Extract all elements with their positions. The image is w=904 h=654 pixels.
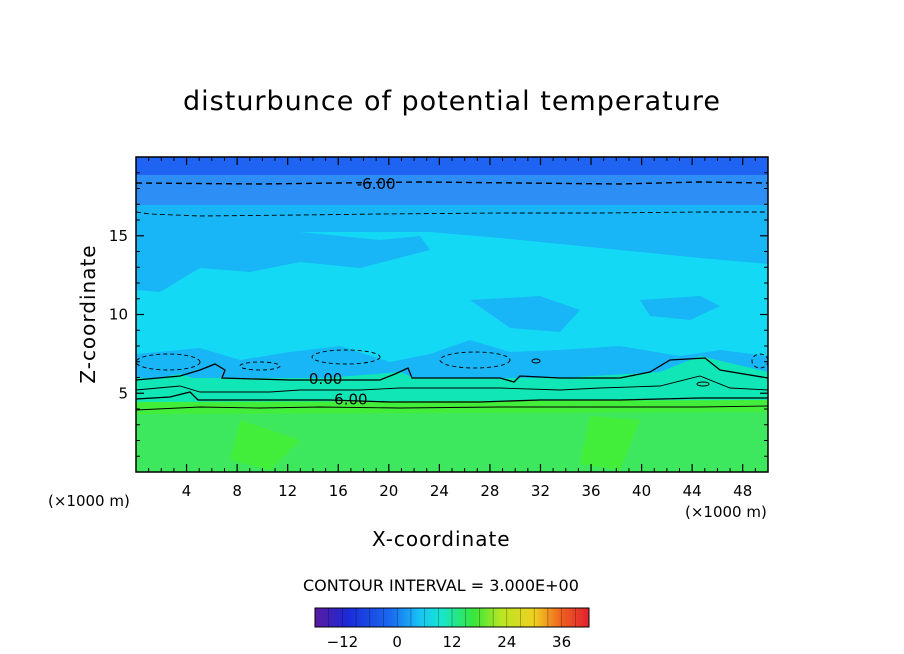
field-patch-green-b xyxy=(580,416,640,470)
colorbar: −12 0 12 24 36 xyxy=(314,607,590,651)
x-tick-label: 24 xyxy=(430,482,449,500)
x-tick-label: 8 xyxy=(232,482,242,500)
colorbar-tick-label: 36 xyxy=(552,633,571,651)
x-tick-label: 44 xyxy=(683,482,702,500)
colorbar-tick-label: 0 xyxy=(392,633,402,651)
contour-lobe-2 xyxy=(311,349,381,365)
y-axis-label: Z-coordinate xyxy=(76,244,100,384)
contour-neg3-upper xyxy=(135,211,768,217)
contour-label-2: 6.00 xyxy=(334,391,367,409)
x-tick-label: 40 xyxy=(632,482,651,500)
x-tick-label: 16 xyxy=(329,482,348,500)
field-patch-sky-left xyxy=(136,232,430,292)
contour-label-0: -6.00 xyxy=(357,175,396,193)
field-band-sky xyxy=(136,205,768,232)
colorbar-tick-label: 12 xyxy=(442,633,461,651)
contour-zero xyxy=(135,357,769,383)
colorbar-tick-label: −12 xyxy=(327,633,359,651)
field-patch-sky-right xyxy=(430,232,768,264)
x-tick-label: 48 xyxy=(733,482,752,500)
field-band-green xyxy=(136,405,768,472)
temperature-field xyxy=(136,157,768,472)
field-patch-green-a xyxy=(230,420,300,470)
field-band-upper xyxy=(136,175,768,205)
contour-small-loop xyxy=(696,381,710,387)
contour-lines: -6.00 0.00 6.00 xyxy=(135,175,769,411)
contour-dot-loop xyxy=(531,358,541,364)
x-tick-label: 28 xyxy=(480,482,499,500)
contour-6 xyxy=(135,391,768,403)
x-unit-left: (×1000 m) xyxy=(48,492,130,510)
colorbar-ramp xyxy=(314,607,590,628)
colorbar-tick-label: 24 xyxy=(497,633,516,651)
x-tick-label: 12 xyxy=(278,482,297,500)
x-tick-label: 20 xyxy=(379,482,398,500)
contour-lobe-3 xyxy=(439,351,511,369)
contour-lobe-0 xyxy=(135,353,201,371)
contour-9 xyxy=(135,405,769,411)
x-tick-label: 36 xyxy=(581,482,600,500)
field-band-top xyxy=(136,157,768,175)
field-patch-sky-small xyxy=(640,296,720,320)
contour-lobe-1 xyxy=(239,361,281,371)
chart-title: disturbunce of potential temperature xyxy=(183,86,721,117)
x-tick-label: 32 xyxy=(531,482,550,500)
x-tick-label: 4 xyxy=(182,482,192,500)
field-patch-sky-lower xyxy=(136,340,768,378)
field-patch-sky-mid xyxy=(470,296,580,332)
contour-interval-label: CONTOUR INTERVAL = 3.000E+00 xyxy=(303,576,579,595)
contour-neg6-top xyxy=(135,181,769,185)
contour-label-1: 0.00 xyxy=(309,370,342,388)
x-unit-right: (×1000 m) xyxy=(685,503,767,521)
y-tick-label: 5 xyxy=(118,384,128,402)
contour-3 xyxy=(135,375,769,393)
y-tick-label: 15 xyxy=(109,227,128,245)
x-axis-label: X-coordinate xyxy=(372,527,511,551)
field-patch-green-line xyxy=(136,400,768,414)
y-tick-label: 10 xyxy=(109,306,128,324)
